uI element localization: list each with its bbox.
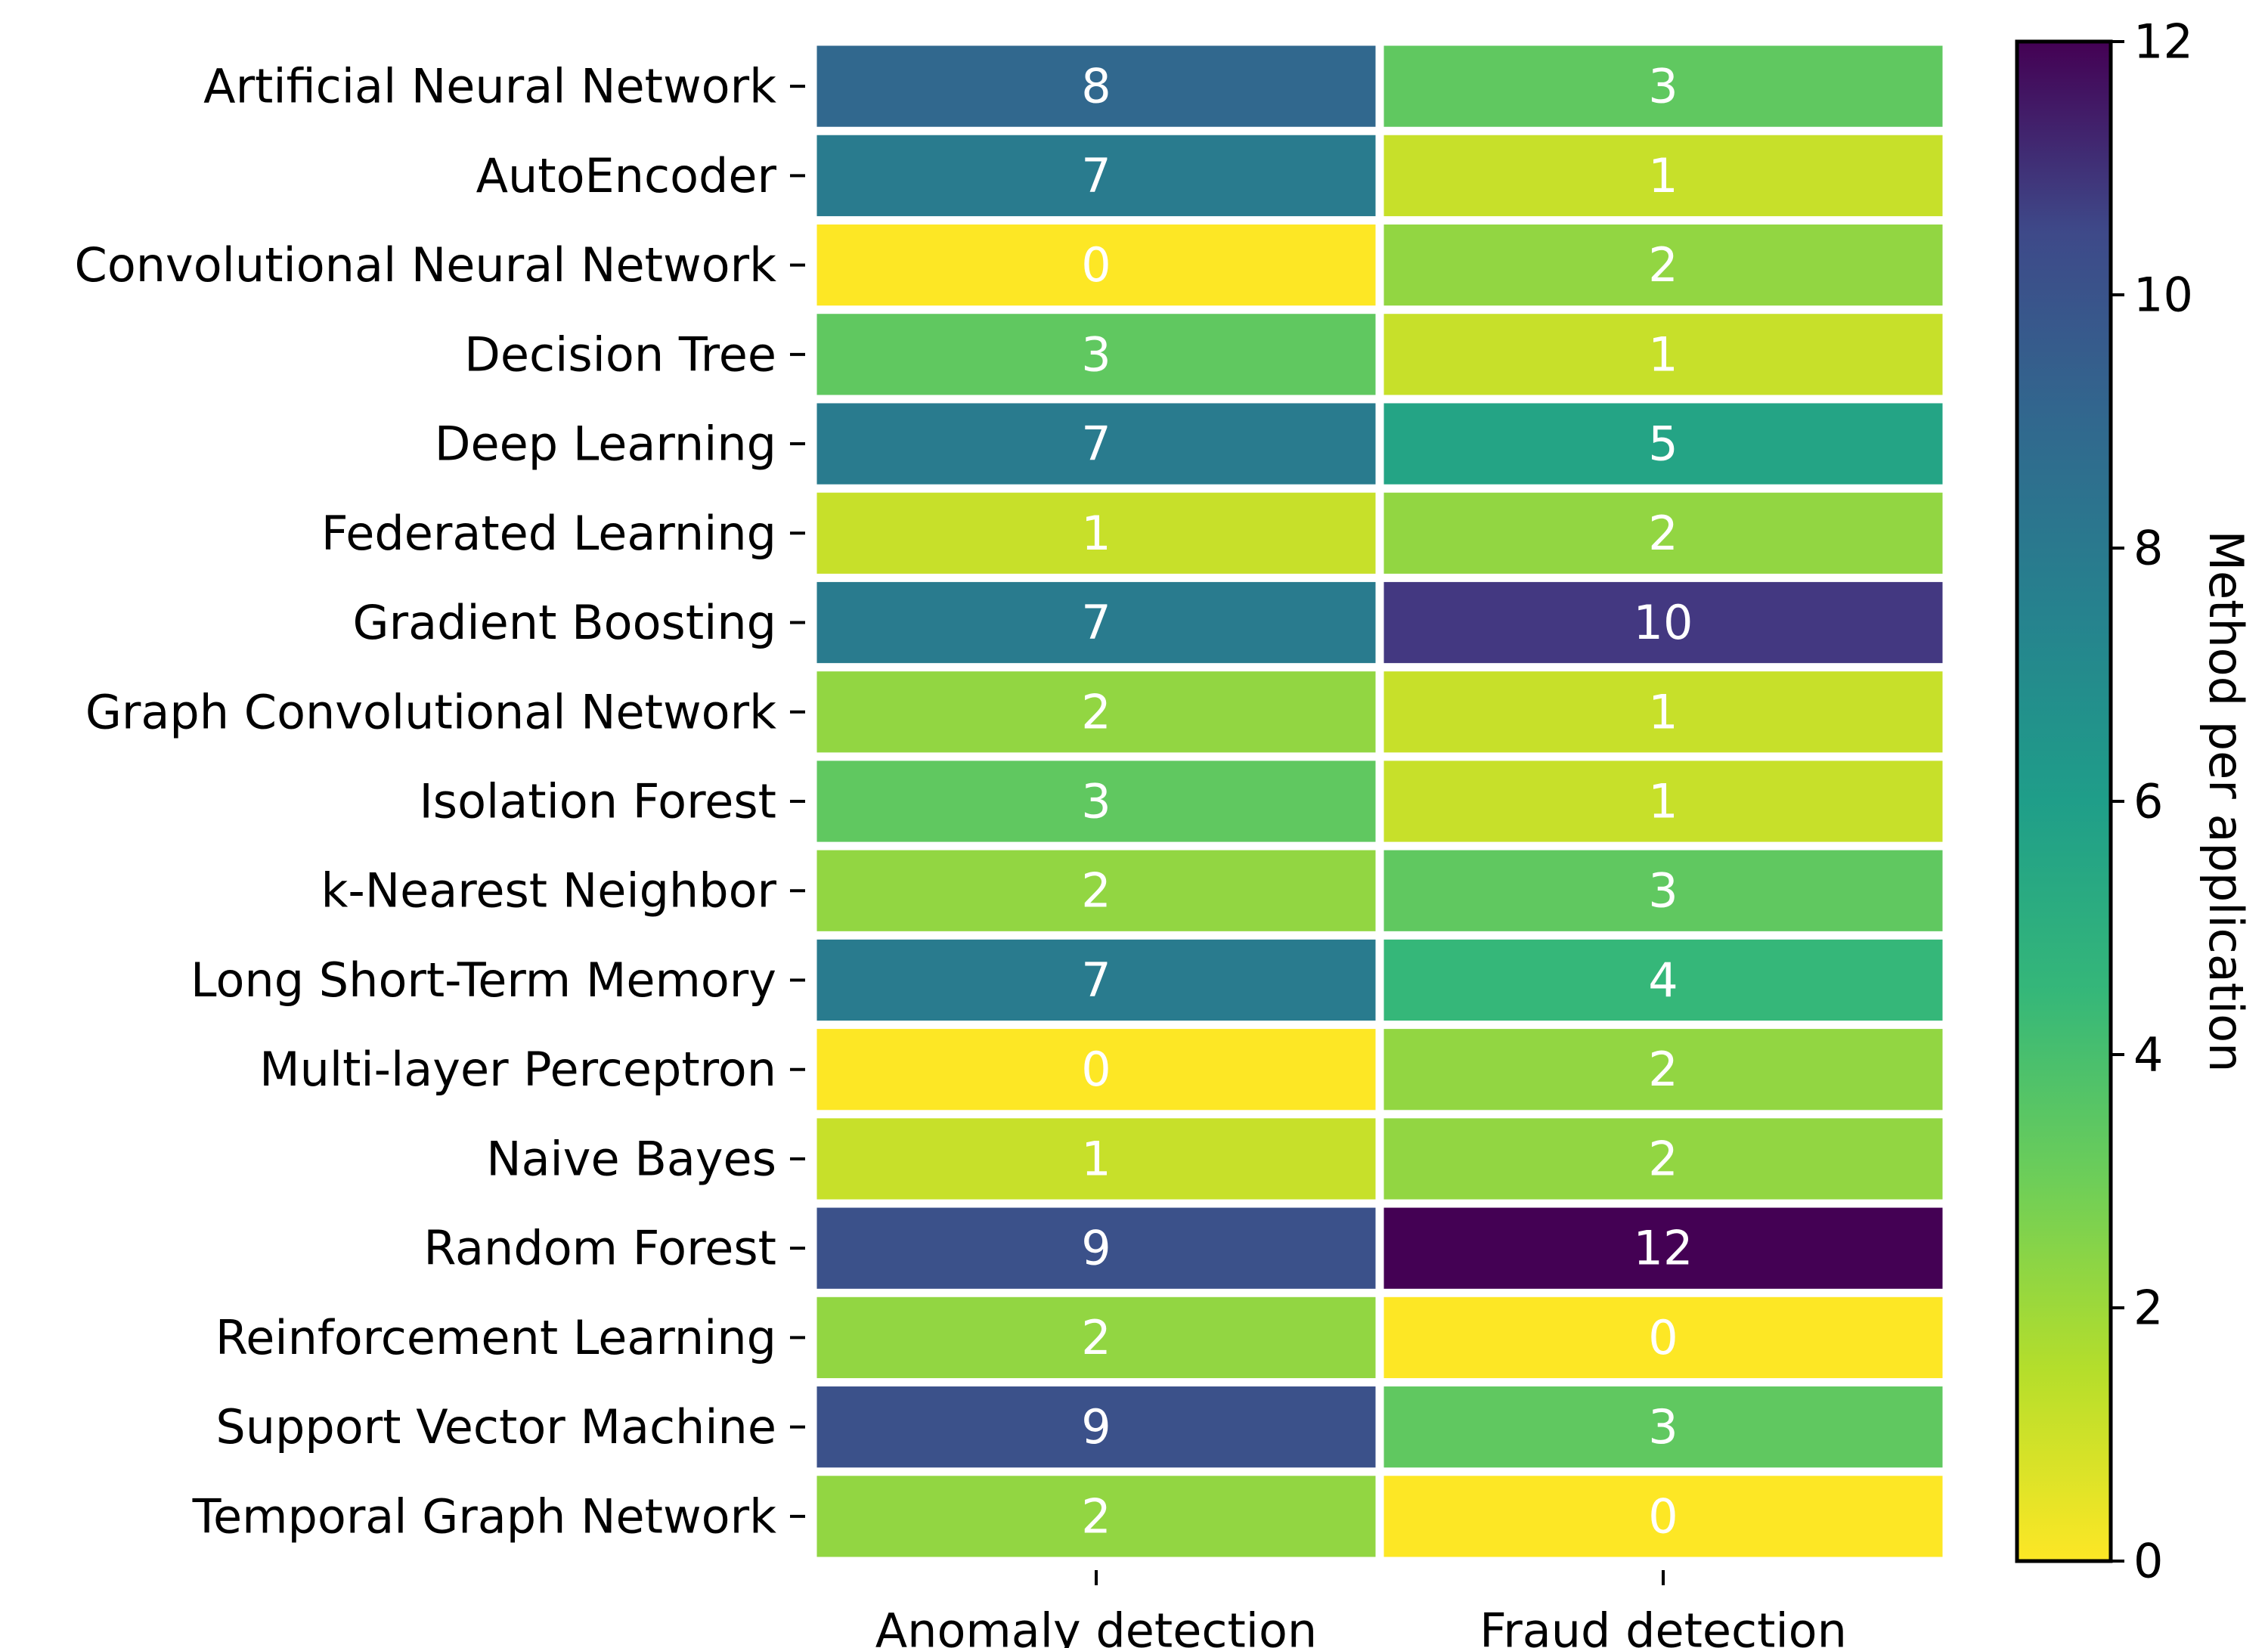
colorbar-label: Method per application [2198,531,2254,1073]
cell-value-label: 2 [1648,506,1678,561]
heatmap-cell-naive-bayes-fraud-detection [1383,1118,1943,1200]
cell-value-label: 1 [1648,684,1678,739]
row-label-federated-learning: Federated Learning [321,506,776,561]
heatmap-cell-long-short-term-memory-anomaly-detection [816,939,1376,1021]
cell-value-label: 0 [1081,1042,1111,1097]
cell-value-label: 7 [1081,953,1111,1008]
heatmap-cell-deep-learning-fraud-detection [1383,403,1943,485]
heatmap-cell-artificial-neural-network-fraud-detection [1383,45,1943,127]
row-label-support-vector-machine: Support Vector Machine [215,1399,776,1454]
row-label-decision-tree: Decision Tree [464,327,776,382]
row-label-reinforcement-learning: Reinforcement Learning [215,1310,776,1365]
heatmap-cell-k-nearest-neighbor-fraud-detection [1383,850,1943,931]
cell-value-label: 3 [1648,863,1678,918]
row-label-artificial-neural-network: Artificial Neural Network [203,59,776,114]
colorbar-tick-label: 8 [2133,521,2163,576]
colorbar-tick-label: 4 [2133,1027,2163,1083]
row-label-naive-bayes: Naive Bayes [486,1131,776,1186]
cell-value-label: 4 [1648,953,1678,1008]
heatmap-cell-convolutional-neural-network-anomaly-detection [816,224,1376,306]
cell-value-label: 1 [1648,327,1678,382]
cell-value-label: 7 [1081,148,1111,203]
colorbar-gradient [2017,42,2111,1561]
heatmap-cell-decision-tree-fraud-detection [1383,314,1943,395]
heatmap-cell-deep-learning-anomaly-detection [816,403,1376,485]
cell-value-label: 0 [1648,1488,1678,1544]
colorbar-tick-label: 2 [2133,1281,2163,1336]
cell-value-label: 2 [1648,1042,1678,1097]
heatmap-cell-support-vector-machine-fraud-detection [1383,1386,1943,1468]
cell-value-label: 3 [1648,1399,1678,1454]
row-label-multi-layer-perceptron: Multi-layer Perceptron [259,1042,776,1097]
row-label-deep-learning: Deep Learning [435,417,776,472]
cell-value-label: 2 [1081,684,1111,739]
cell-value-label: 7 [1081,595,1111,650]
row-label-autoencoder: AutoEncoder [476,148,777,203]
cell-value-label: 8 [1081,59,1111,114]
cell-value-label: 2 [1648,237,1678,293]
heatmap-cell-autoencoder-fraud-detection [1383,135,1943,216]
cell-value-label: 2 [1081,1488,1111,1544]
colorbar-tick-label: 6 [2133,774,2163,829]
cell-value-label: 12 [1634,1221,1693,1276]
heatmap-cell-support-vector-machine-anomaly-detection [816,1386,1376,1468]
heatmap-cell-autoencoder-anomaly-detection [816,135,1376,216]
column-label-anomaly-detection: Anomaly detection [875,1603,1317,1648]
heatmap-cell-reinforcement-learning-fraud-detection [1383,1296,1943,1379]
colorbar-tick-label: 0 [2133,1534,2163,1589]
heatmap-cell-temporal-graph-network-fraud-detection [1383,1476,1943,1557]
cell-value-label: 1 [1648,774,1678,829]
heatmap-cell-federated-learning-fraud-detection [1383,492,1943,574]
cell-value-label: 2 [1648,1131,1678,1186]
heatmap-cell-reinforcement-learning-anomaly-detection [816,1296,1376,1379]
heatmap-cell-decision-tree-anomaly-detection [816,314,1376,395]
heatmap-cell-graph-convolutional-network-fraud-detection [1383,671,1943,753]
row-label-graph-convolutional-network: Graph Convolutional Network [85,684,776,739]
colorbar-tick-label: 12 [2133,14,2193,70]
cell-value-label: 1 [1081,506,1111,561]
cell-value-label: 5 [1648,417,1678,472]
row-label-random-forest: Random Forest [423,1221,776,1276]
cell-value-label: 3 [1081,327,1111,382]
heatmap-cell-isolation-forest-fraud-detection [1383,760,1943,842]
cell-value-label: 10 [1634,595,1693,650]
cell-value-label: 7 [1081,417,1111,472]
cell-value-label: 0 [1648,1310,1678,1365]
cell-value-label: 3 [1081,774,1111,829]
row-label-k-nearest-neighbor: k-Nearest Neighbor [321,863,776,918]
heatmap-cell-isolation-forest-anomaly-detection [816,760,1376,842]
heatmap-cell-long-short-term-memory-fraud-detection [1383,939,1943,1021]
heatmap-cell-k-nearest-neighbor-anomaly-detection [816,850,1376,931]
colorbar-tick-label: 10 [2133,268,2193,323]
cell-value-label: 1 [1648,148,1678,203]
heatmap-cell-graph-convolutional-network-anomaly-detection [816,671,1376,753]
cell-value-label: 9 [1081,1399,1111,1454]
heatmap-cell-naive-bayes-anomaly-detection [816,1118,1376,1200]
cell-value-label: 1 [1081,1131,1111,1186]
cell-value-label: 3 [1648,59,1678,114]
column-label-fraud-detection: Fraud detection [1479,1603,1847,1648]
heatmap-cell-random-forest-fraud-detection [1383,1207,1943,1289]
heatmap-cell-convolutional-neural-network-fraud-detection [1383,224,1943,306]
heatmap-cell-random-forest-anomaly-detection [816,1207,1376,1289]
cell-value-label: 9 [1081,1221,1111,1276]
row-label-long-short-term-memory: Long Short-Term Memory [191,953,776,1008]
heatmap-cell-multi-layer-perceptron-fraud-detection [1383,1029,1943,1111]
cell-value-label: 2 [1081,1310,1111,1365]
heatmap-cell-gradient-boosting-anomaly-detection [816,581,1376,664]
row-label-gradient-boosting: Gradient Boosting [353,595,776,650]
heatmap-cell-federated-learning-anomaly-detection [816,492,1376,574]
row-label-convolutional-neural-network: Convolutional Neural Network [75,237,777,293]
row-label-isolation-forest: Isolation Forest [420,774,776,829]
row-label-temporal-graph-network: Temporal Graph Network [192,1488,776,1544]
heatmap-cell-gradient-boosting-fraud-detection [1383,581,1943,664]
cell-value-label: 2 [1081,863,1111,918]
heatmap-cell-temporal-graph-network-anomaly-detection [816,1476,1376,1557]
heatmap-cell-multi-layer-perceptron-anomaly-detection [816,1029,1376,1111]
cell-value-label: 0 [1081,237,1111,293]
heatmap-cell-artificial-neural-network-anomaly-detection [816,45,1376,127]
